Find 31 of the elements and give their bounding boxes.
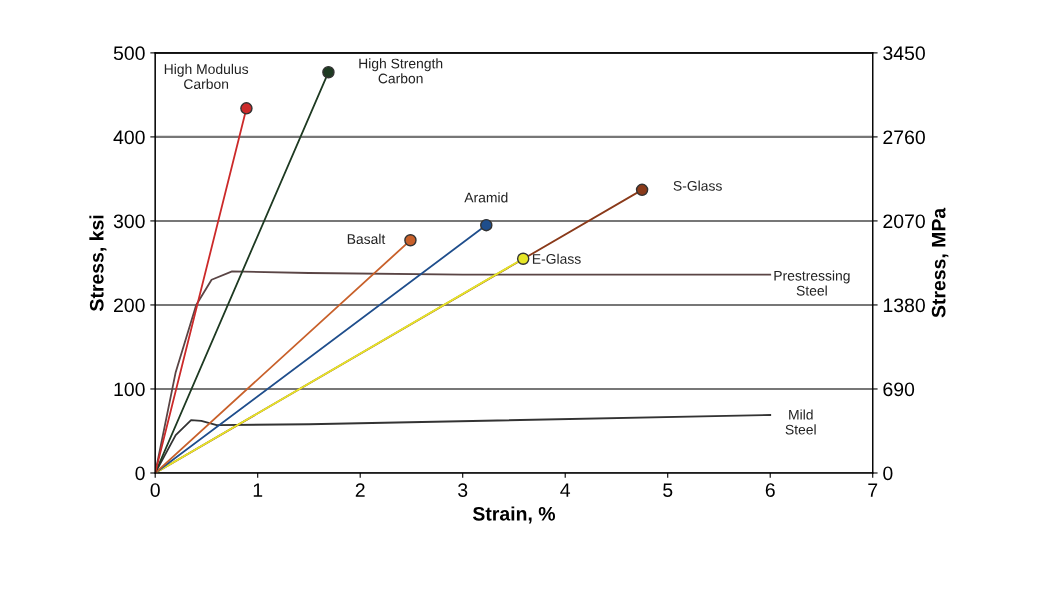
y2-tick-label: 3450: [883, 46, 925, 61]
x-tick-label: 2: [355, 483, 365, 497]
y-tick-label: 200: [114, 298, 145, 313]
x-axis-title: Strain, %: [472, 506, 556, 524]
x-tick-label: 6: [765, 483, 775, 497]
series-label: E-Glass: [532, 253, 581, 264]
y2-tick-label: 0: [883, 466, 893, 481]
x-tick-label: 4: [560, 483, 571, 497]
x-tick-label: 5: [663, 483, 673, 497]
y2-tick-label: 1380: [883, 298, 925, 313]
x-tick-label: 0: [150, 483, 160, 497]
y2-tick-label: 2070: [883, 214, 925, 229]
series-label: High Strength Carbon: [359, 58, 443, 84]
y-tick-label: 300: [113, 214, 145, 229]
series-label: Mild Steel: [785, 409, 816, 435]
y-tick-label: 500: [113, 46, 145, 61]
y-axis-title: Stress, ksi: [89, 215, 107, 312]
x-tick-label: 1: [253, 483, 263, 497]
y2-axis-title: Stress, MPa: [931, 207, 949, 318]
y2-tick-label: 690: [883, 382, 915, 397]
series-label: High Modulus Carbon: [164, 63, 249, 89]
y2-tick-label: 2760: [883, 130, 925, 145]
x-tick-label: 3: [458, 483, 468, 497]
series-label: Aramid: [464, 192, 508, 203]
y-tick-label: 100: [114, 382, 145, 397]
x-tick-label: 7: [868, 483, 878, 497]
series-label: S-Glass: [673, 180, 722, 191]
y-tick-label: 400: [113, 130, 145, 145]
y-tick-label: 0: [135, 466, 145, 481]
series-label: Prestressing Steel: [774, 270, 850, 296]
series-label: Basalt: [347, 233, 386, 244]
